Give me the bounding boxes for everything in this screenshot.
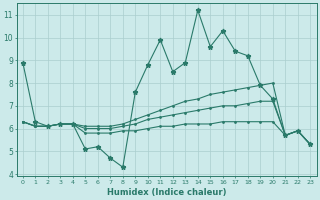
X-axis label: Humidex (Indice chaleur): Humidex (Indice chaleur)	[107, 188, 226, 197]
